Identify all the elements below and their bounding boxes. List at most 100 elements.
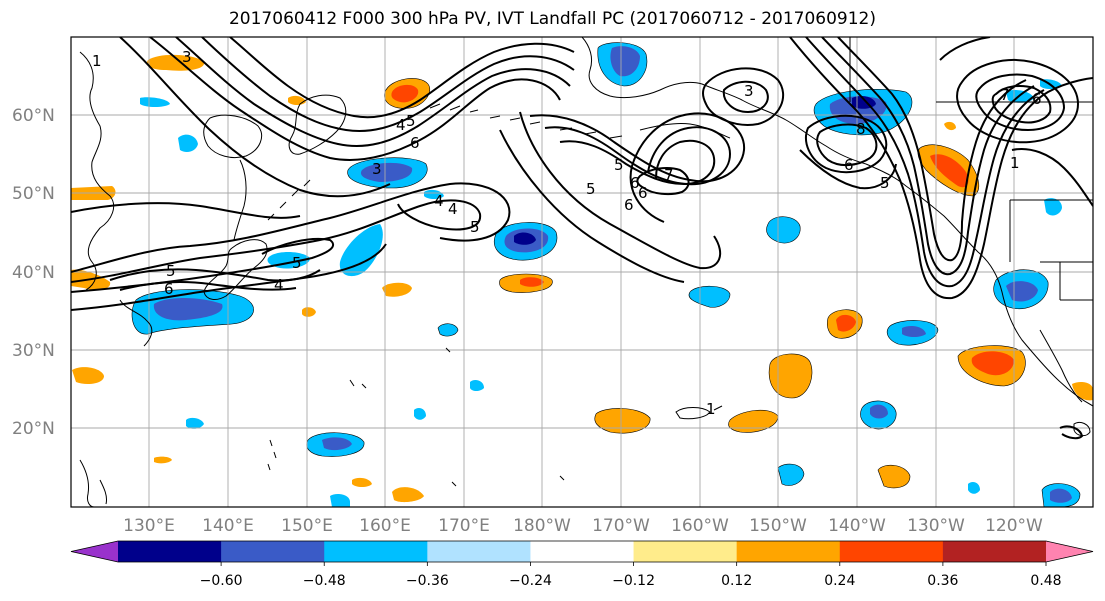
contour-label: 5 <box>880 174 890 192</box>
positive-anomaly-region <box>154 456 172 464</box>
colorbar-segments <box>70 540 1094 563</box>
contour-label: 5 <box>586 180 596 198</box>
pv-contour <box>229 37 575 119</box>
contour-label: 3 <box>372 160 382 178</box>
positive-anomaly-region <box>877 464 911 489</box>
contour-label: 5 <box>406 112 416 130</box>
contour-label: 5 <box>292 254 302 272</box>
pv-contour <box>119 281 297 291</box>
canada-border <box>849 37 1093 301</box>
longitude-label: 170°E <box>438 516 490 536</box>
pv-contour <box>956 59 1080 144</box>
negative-anomaly-region <box>339 224 383 277</box>
pv-contour <box>529 112 746 223</box>
longitude-labels: 130°E 140°E 150°E 160°E 170°E 180°W 170°… <box>123 516 1043 536</box>
negative-anomaly-region <box>777 463 805 486</box>
pv-contour <box>789 37 1093 300</box>
contour-label: 6 <box>164 280 174 298</box>
positive-anomaly-core <box>836 314 856 332</box>
contour-label: 6 <box>410 134 420 152</box>
positive-anomaly-core <box>391 84 419 103</box>
pv-contour <box>837 37 1027 262</box>
pv-contour <box>499 129 685 283</box>
colorbar-segment <box>633 541 738 562</box>
longitude-label: 160°E <box>359 516 411 536</box>
contour-label: 6 <box>624 196 634 214</box>
kamchatka-coastline <box>288 94 347 155</box>
coastlines <box>79 37 1093 507</box>
colorbar-tick-label: 0.24 <box>824 573 855 589</box>
pv-contour <box>175 37 571 147</box>
hawaii-islands <box>675 405 723 420</box>
positive-anomaly-core <box>930 154 969 188</box>
pv-contour <box>71 202 301 219</box>
contour-labels: 1 5 4 5 4 6 4 5 5 7 6 6 3 5 6 8 6 5 3 7 … <box>92 48 1042 418</box>
asia-coastline <box>79 51 153 347</box>
negative-anomaly-region <box>1006 90 1034 103</box>
positive-anomaly-core <box>520 277 544 287</box>
contour-label: 5 <box>470 218 480 236</box>
map-title: 2017060412 F000 300 hPa PV, IVT Landfall… <box>228 9 876 29</box>
longitude-label: 180°W <box>513 516 571 536</box>
contour-label: 3 <box>744 82 754 100</box>
aleutian-islands <box>429 103 623 139</box>
contour-label: 8 <box>856 120 866 138</box>
negative-anomaly-core <box>153 298 223 321</box>
colorbar-tick-label: −0.48 <box>303 573 346 589</box>
pv-contours <box>71 37 1093 440</box>
positive-anomaly-region <box>352 477 372 487</box>
positive-anomaly-region <box>944 121 956 131</box>
negative-anomaly-region <box>688 285 731 308</box>
contour-label: 4 <box>434 192 444 210</box>
negative-anomaly-core <box>870 404 888 419</box>
longitude-label: 160°W <box>671 516 729 536</box>
positive-anomaly-region <box>594 408 651 434</box>
pv-contour <box>975 73 1066 132</box>
pv-contour <box>636 167 690 196</box>
map-area: 1 5 4 5 4 6 4 5 5 7 6 6 3 5 6 8 6 5 3 7 … <box>71 37 1093 507</box>
pv-contour <box>805 37 1045 288</box>
alaska-coastline <box>581 37 867 165</box>
negative-anomaly-core <box>360 162 413 182</box>
pv-contour <box>149 37 561 161</box>
colorbar-tick-label: −0.60 <box>200 573 243 589</box>
contour-label: 7 <box>664 166 674 184</box>
contour-label: 1 <box>92 52 102 70</box>
pv-contour <box>71 182 511 273</box>
latitude-label: 40°N <box>12 263 55 283</box>
contour-label: 6 <box>844 156 854 174</box>
contour-label: 4 <box>448 200 458 218</box>
contour-label: 3 <box>182 48 192 66</box>
negative-anomaly-region <box>470 380 484 391</box>
colorbar-segment <box>221 541 325 562</box>
contour-label: 4 <box>396 116 406 134</box>
negative-anomaly-region <box>140 97 170 107</box>
latitude-label: 20°N <box>12 419 55 439</box>
japan-coastline <box>203 239 268 300</box>
ivt-shading <box>71 42 1093 507</box>
positive-anomaly-region <box>392 487 424 503</box>
latitude-label: 30°N <box>12 341 55 361</box>
contour-label: 7 <box>1000 86 1010 104</box>
pv-contour <box>799 149 897 190</box>
colorbar-tick-label: −0.12 <box>612 573 655 589</box>
positive-anomaly-region <box>768 353 813 399</box>
pv-contour <box>722 80 769 114</box>
pv-contour <box>559 139 716 186</box>
pv-contour <box>201 37 575 132</box>
pv-contour <box>702 67 785 126</box>
pv-contour <box>991 85 1052 124</box>
colorbar-outline <box>70 540 1094 563</box>
longitude-label: 150°E <box>281 516 333 536</box>
pv-contour <box>805 114 888 174</box>
latitude-label: 50°N <box>12 184 55 204</box>
contour-label: 1 <box>706 400 716 418</box>
pv-contour <box>119 37 391 198</box>
pv-contour <box>939 37 991 61</box>
okhotsk-coastline <box>203 114 262 159</box>
pv-contour <box>821 37 1035 276</box>
colorbar-extend-max <box>1046 541 1093 562</box>
longitude-label: 120°W <box>985 516 1043 536</box>
sakhalin-coastline <box>233 159 247 241</box>
